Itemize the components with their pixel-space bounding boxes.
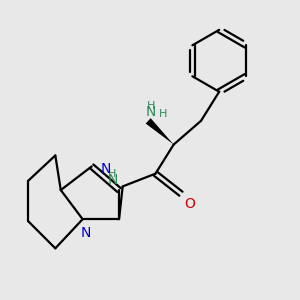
Polygon shape: [146, 118, 174, 145]
Text: N: N: [101, 162, 111, 176]
Text: N: N: [146, 105, 156, 119]
Text: H: H: [108, 169, 117, 179]
Text: N: N: [107, 173, 118, 187]
Text: O: O: [184, 197, 196, 211]
Text: H: H: [159, 109, 167, 119]
Text: H: H: [147, 101, 155, 111]
Text: N: N: [80, 226, 91, 240]
